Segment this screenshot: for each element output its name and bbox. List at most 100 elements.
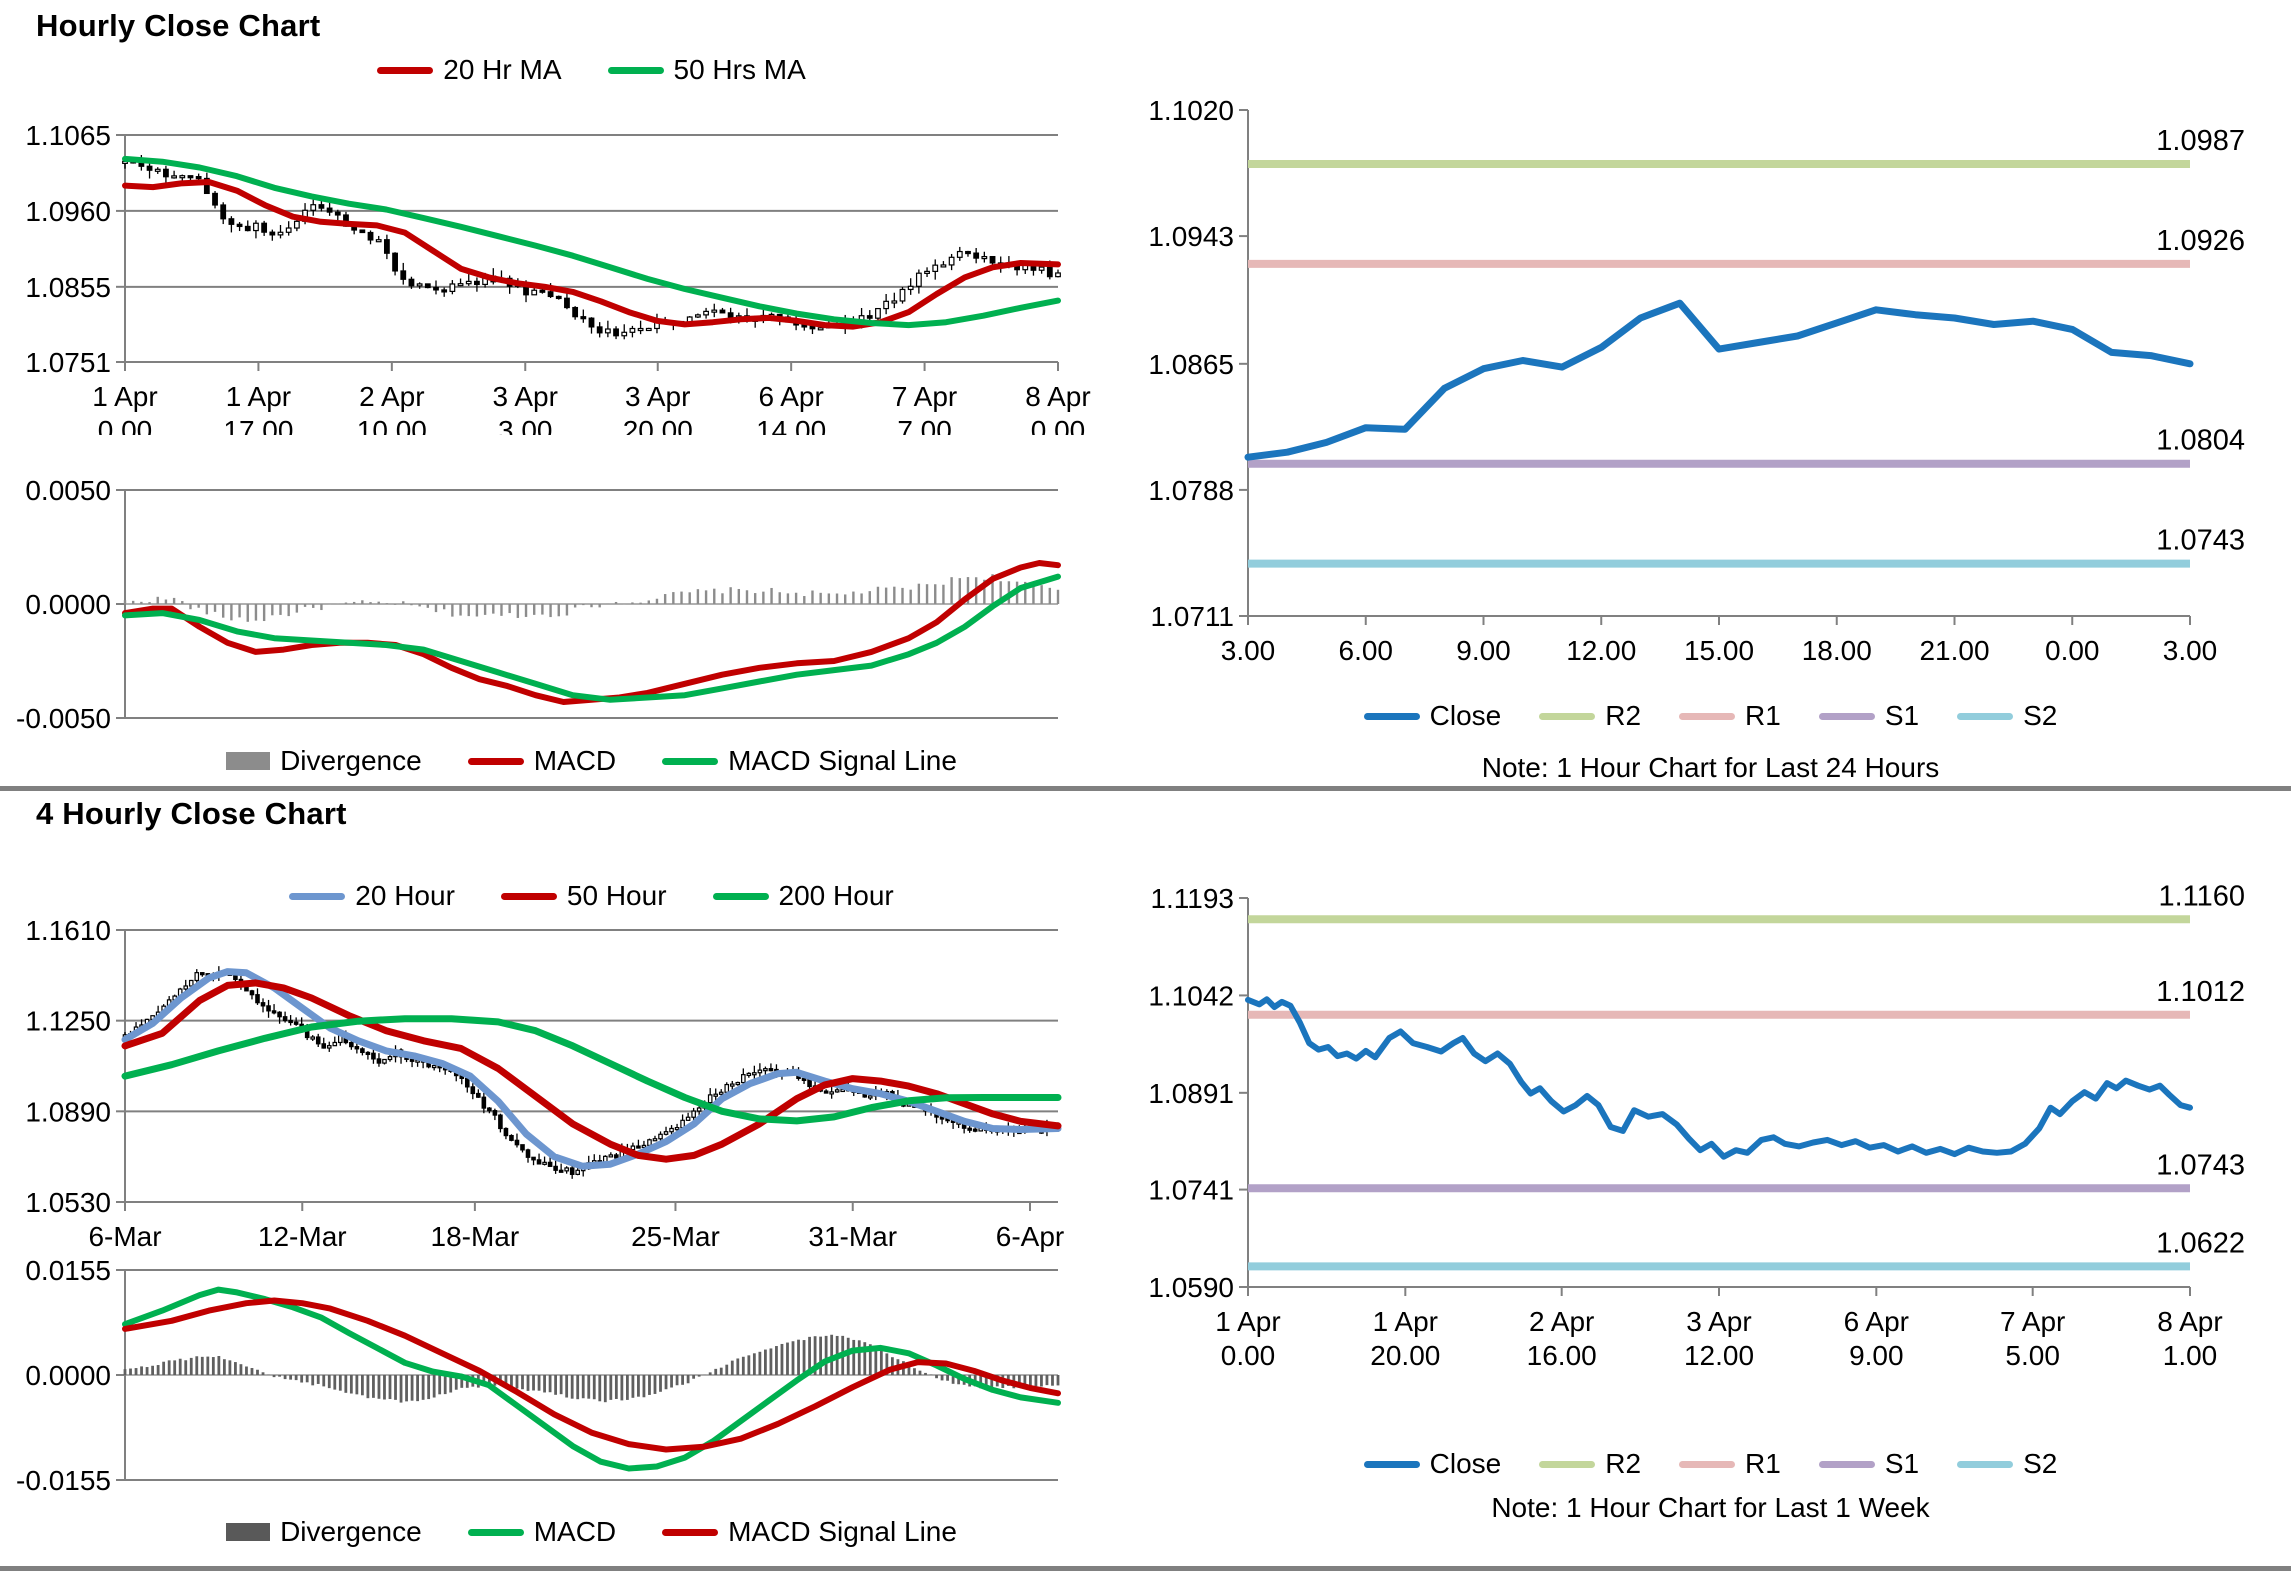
legend-label: R2 bbox=[1605, 700, 1642, 731]
svg-text:3 Apr: 3 Apr bbox=[625, 381, 690, 412]
svg-text:1.1193: 1.1193 bbox=[1150, 883, 1234, 914]
hourly-section-title: Hourly Close Chart bbox=[36, 8, 321, 43]
hourly-price-candlestick-chart: 1.1065 1.0960 1.0855 1.0751 1 Apr 0.00 1 Apr 17… bbox=[0, 85, 1120, 446]
svg-text:1.00: 1.00 bbox=[2163, 1340, 2218, 1371]
svg-text:0.00: 0.00 bbox=[1221, 1340, 1276, 1371]
svg-text:1.0960: 1.0960 bbox=[25, 196, 111, 227]
svg-text:6.00: 6.00 bbox=[1339, 635, 1394, 666]
svg-text:0.0000: 0.0000 bbox=[25, 589, 111, 620]
svg-text:3 Apr: 3 Apr bbox=[1686, 1306, 1751, 1337]
four-hourly-macd-chart: 0.0155 0.0000 -0.0155 bbox=[0, 1248, 1120, 1508]
svg-text:18.00: 18.00 bbox=[1802, 635, 1872, 666]
legend-item-macd-signal-line: MACD Signal Line bbox=[662, 745, 957, 777]
r2-swatch-icon bbox=[1539, 712, 1596, 720]
svg-text:1.0743: 1.0743 bbox=[2156, 1149, 2245, 1181]
legend-item-divergence: Divergence bbox=[226, 745, 422, 777]
macd-swatch-icon bbox=[467, 1528, 524, 1536]
svg-text:10.00: 10.00 bbox=[357, 415, 427, 435]
svg-text:0.00: 0.00 bbox=[2045, 635, 2100, 666]
svg-text:1.1065: 1.1065 bbox=[25, 120, 111, 151]
svg-text:3.00: 3.00 bbox=[2163, 635, 2218, 666]
legend-item-r1: R1 bbox=[1679, 1448, 1781, 1480]
legend-label: MACD bbox=[533, 1516, 617, 1547]
close-swatch-icon bbox=[1363, 712, 1420, 720]
svg-text:6 Apr: 6 Apr bbox=[1844, 1306, 1909, 1337]
four-hourly-pivot-legend: Close R2 R1 S1 S2 bbox=[1130, 1448, 2291, 1480]
svg-text:14.00: 14.00 bbox=[756, 415, 826, 435]
svg-text:31-Mar: 31-Mar bbox=[808, 1221, 897, 1252]
legend-item-r2: R2 bbox=[1539, 700, 1641, 732]
s2-swatch-icon bbox=[1957, 1460, 2014, 1468]
svg-text:20.00: 20.00 bbox=[623, 415, 693, 435]
svg-text:1.0855: 1.0855 bbox=[25, 272, 111, 303]
svg-text:18-Mar: 18-Mar bbox=[431, 1221, 520, 1252]
svg-text:12-Mar: 12-Mar bbox=[258, 1221, 347, 1252]
svg-text:1.0926: 1.0926 bbox=[2156, 225, 2245, 257]
four-hourly-pivot-line-chart: 1.1193 1.1042 1.0891 1.0741 1.0590 1 Apr 0.00 1… bbox=[1130, 858, 2291, 1428]
svg-text:1.0751: 1.0751 bbox=[25, 347, 111, 378]
50-hour-swatch-icon bbox=[500, 892, 557, 900]
legend-label: MACD Signal Line bbox=[728, 1516, 957, 1547]
svg-text:8 Apr: 8 Apr bbox=[1025, 381, 1090, 412]
legend-label: MACD bbox=[533, 745, 617, 776]
macd-swatch-icon bbox=[467, 757, 524, 765]
s1-swatch-icon bbox=[1818, 712, 1875, 720]
svg-text:9.00: 9.00 bbox=[1456, 635, 1511, 666]
close-swatch-icon bbox=[1363, 1460, 1420, 1468]
svg-text:0.0155: 0.0155 bbox=[25, 1255, 111, 1286]
svg-text:1.1020: 1.1020 bbox=[1148, 95, 1234, 126]
svg-text:0.00: 0.00 bbox=[98, 415, 153, 435]
svg-text:3.00: 3.00 bbox=[498, 415, 553, 435]
legend-label: 50 Hour bbox=[566, 880, 667, 911]
svg-text:7 Apr: 7 Apr bbox=[2000, 1306, 2065, 1337]
legend-item-r1: R1 bbox=[1679, 700, 1781, 732]
svg-text:1.0890: 1.0890 bbox=[25, 1096, 111, 1127]
svg-text:6-Mar: 6-Mar bbox=[88, 1221, 161, 1252]
200-hour-swatch-icon bbox=[712, 892, 769, 900]
legend-item-macd-signal-line: MACD Signal Line bbox=[662, 1516, 957, 1548]
legend-item-s2: S2 bbox=[1957, 1448, 2057, 1480]
hourly-pivot-line-chart: 1.1020 1.0943 1.0865 1.0788 1.0711 3.00 6.00 9.… bbox=[1130, 60, 2291, 715]
svg-text:-0.0050: -0.0050 bbox=[16, 703, 111, 734]
hourly-pivot-legend: Close R2 R1 S1 S2 bbox=[1130, 700, 2291, 732]
svg-text:2 Apr: 2 Apr bbox=[359, 381, 424, 412]
hourly-price-legend: 20 Hr MA 50 Hrs MA bbox=[125, 54, 1058, 86]
svg-text:0.00: 0.00 bbox=[1031, 415, 1086, 435]
legend-label: S1 bbox=[1884, 700, 1920, 731]
legend-item-macd: MACD bbox=[467, 745, 617, 777]
svg-text:1.0788: 1.0788 bbox=[1148, 475, 1234, 506]
legend-item-close: Close bbox=[1363, 700, 1502, 732]
legend-item-50-hour: 50 Hour bbox=[500, 880, 667, 912]
legend-item-close: Close bbox=[1363, 1448, 1501, 1480]
svg-text:12.00: 12.00 bbox=[1566, 635, 1636, 666]
svg-text:8 Apr: 8 Apr bbox=[2157, 1306, 2222, 1337]
svg-text:1 Apr: 1 Apr bbox=[1215, 1306, 1280, 1337]
svg-text:1.1042: 1.1042 bbox=[1148, 980, 1234, 1011]
svg-text:1.1160: 1.1160 bbox=[2158, 880, 2245, 912]
svg-text:9.00: 9.00 bbox=[1849, 1340, 1904, 1371]
svg-text:20.00: 20.00 bbox=[1370, 1340, 1440, 1371]
svg-text:1.0804: 1.0804 bbox=[2156, 425, 2245, 457]
legend-item-200-hour: 200 Hour bbox=[712, 880, 894, 912]
svg-text:1.0711: 1.0711 bbox=[1150, 601, 1234, 632]
20-hour-swatch-icon bbox=[289, 892, 346, 900]
four-hourly-pivot-note: Note: 1 Hour Chart for Last 1 Week bbox=[1491, 1492, 1930, 1523]
legend-label: 200 Hour bbox=[778, 880, 894, 911]
legend-label: Close bbox=[1429, 700, 1502, 731]
bottom-divider bbox=[0, 1566, 2291, 1571]
svg-text:3.00: 3.00 bbox=[1221, 635, 1276, 666]
four-hourly-macd-legend: Divergence MACD MACD Signal Line bbox=[125, 1516, 1058, 1548]
legend-item-s1: S1 bbox=[1818, 1448, 1919, 1480]
legend-item-s1: S1 bbox=[1818, 700, 1920, 732]
legend-label: MACD Signal Line bbox=[728, 745, 957, 776]
macd-signal-line-swatch-icon bbox=[662, 757, 719, 765]
legend-item-r2: R2 bbox=[1539, 1448, 1641, 1480]
four-hourly-price-legend: 20 Hour 50 Hour 200 Hour bbox=[125, 880, 1058, 912]
svg-text:3 Apr: 3 Apr bbox=[493, 381, 558, 412]
svg-text:1.0943: 1.0943 bbox=[1148, 221, 1234, 252]
legend-label: S2 bbox=[2023, 1448, 2058, 1479]
svg-text:2 Apr: 2 Apr bbox=[1529, 1306, 1594, 1337]
four-hourly-section-title: 4 Hourly Close Chart bbox=[36, 796, 347, 831]
r1-swatch-icon bbox=[1679, 712, 1736, 720]
